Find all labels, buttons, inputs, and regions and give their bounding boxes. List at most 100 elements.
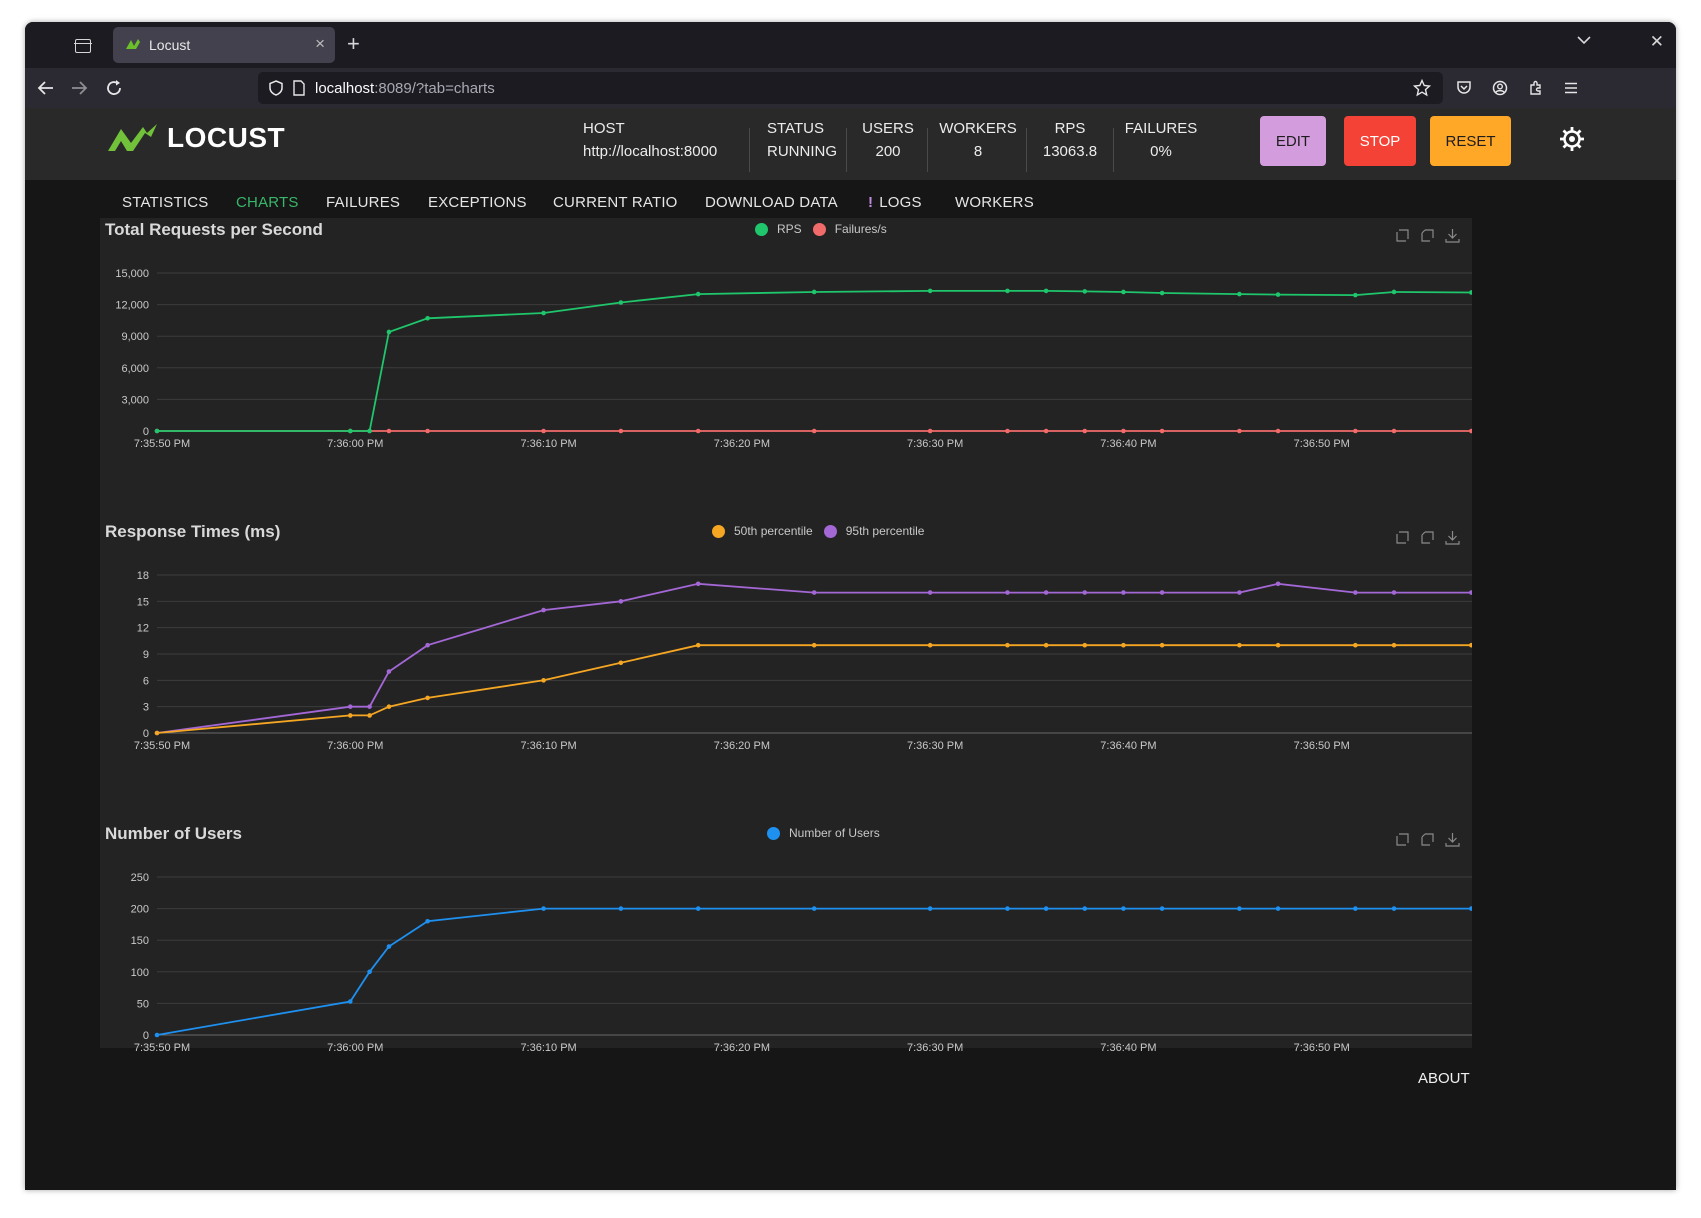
- data-point[interactable]: [811, 289, 817, 295]
- about-link[interactable]: ABOUT: [1418, 1070, 1470, 1087]
- tab-close-icon[interactable]: ×: [315, 34, 325, 53]
- data-point[interactable]: [386, 669, 392, 674]
- data-point[interactable]: [695, 291, 701, 297]
- data-point[interactable]: [541, 678, 546, 683]
- url-text[interactable]: localhost:8089/?tab=charts: [315, 80, 495, 97]
- data-point[interactable]: [695, 428, 701, 434]
- data-point[interactable]: [425, 695, 430, 701]
- data-point[interactable]: [1121, 590, 1126, 595]
- data-point[interactable]: [367, 713, 372, 718]
- data-point[interactable]: [1159, 590, 1165, 595]
- chevron-down-icon[interactable]: [1576, 32, 1592, 48]
- data-point[interactable]: [811, 906, 817, 911]
- data-point[interactable]: [1043, 590, 1049, 595]
- data-point[interactable]: [695, 581, 701, 587]
- legend-item[interactable]: 95th percentile: [823, 524, 924, 538]
- data-point[interactable]: [618, 660, 624, 666]
- tab-workers[interactable]: WORKERS: [955, 194, 1034, 211]
- data-point[interactable]: [386, 428, 392, 434]
- data-point[interactable]: [425, 315, 430, 321]
- data-point[interactable]: [1353, 906, 1358, 911]
- forward-icon[interactable]: [66, 75, 92, 101]
- data-point[interactable]: [1159, 906, 1165, 911]
- data-point[interactable]: [618, 428, 624, 434]
- url-bar[interactable]: localhost:8089/?tab=charts: [258, 72, 1443, 104]
- page-info-icon[interactable]: [292, 80, 306, 96]
- data-point[interactable]: [1082, 906, 1088, 911]
- data-point[interactable]: [1353, 292, 1358, 298]
- window-close-icon[interactable]: ✕: [1649, 32, 1664, 51]
- reload-icon[interactable]: [101, 75, 127, 101]
- data-point[interactable]: [695, 906, 701, 911]
- data-point[interactable]: [347, 704, 353, 709]
- data-point[interactable]: [541, 428, 546, 434]
- zoom-icon[interactable]: [1395, 832, 1410, 847]
- data-point[interactable]: [347, 999, 353, 1004]
- data-point[interactable]: [1237, 906, 1242, 911]
- data-point[interactable]: [927, 906, 933, 911]
- data-point[interactable]: [1005, 590, 1010, 595]
- data-point[interactable]: [1275, 428, 1281, 434]
- locust-logo[interactable]: LOCUST: [107, 122, 285, 154]
- data-point[interactable]: [347, 713, 353, 718]
- zoom-reset-icon[interactable]: [1420, 832, 1435, 847]
- data-point[interactable]: [1005, 428, 1010, 434]
- data-point[interactable]: [1005, 288, 1010, 294]
- shield-icon[interactable]: [268, 80, 284, 96]
- data-point[interactable]: [1391, 428, 1397, 434]
- edit-button[interactable]: EDIT: [1260, 116, 1326, 166]
- data-point[interactable]: [927, 590, 933, 595]
- data-point[interactable]: [1275, 581, 1281, 587]
- back-icon[interactable]: [33, 75, 59, 101]
- data-point[interactable]: [1237, 590, 1242, 595]
- data-point[interactable]: [1082, 428, 1088, 434]
- data-point[interactable]: [1469, 642, 1472, 648]
- menu-icon[interactable]: [1564, 81, 1578, 95]
- zoom-reset-icon[interactable]: [1420, 228, 1435, 243]
- data-point[interactable]: [1121, 906, 1126, 911]
- data-point[interactable]: [154, 1032, 160, 1038]
- data-point[interactable]: [1121, 642, 1126, 648]
- browser-tab[interactable]: Locust ×: [113, 27, 335, 63]
- data-point[interactable]: [541, 906, 546, 911]
- tab-download-data[interactable]: DOWNLOAD DATA: [705, 194, 838, 211]
- data-point[interactable]: [1121, 428, 1126, 434]
- data-point[interactable]: [1469, 590, 1472, 595]
- data-point[interactable]: [1159, 290, 1165, 296]
- data-point[interactable]: [811, 428, 817, 434]
- tab-logs[interactable]: ! LOGS: [868, 194, 922, 211]
- data-point[interactable]: [1082, 642, 1088, 648]
- data-point[interactable]: [1159, 428, 1165, 434]
- data-point[interactable]: [425, 642, 430, 648]
- tab-current-ratio[interactable]: CURRENT RATIO: [553, 194, 678, 211]
- data-point[interactable]: [1237, 642, 1242, 648]
- data-point[interactable]: [1353, 642, 1358, 648]
- data-point[interactable]: [1391, 642, 1397, 648]
- data-point[interactable]: [1043, 642, 1049, 648]
- stop-button[interactable]: STOP: [1344, 116, 1416, 166]
- data-point[interactable]: [1237, 428, 1242, 434]
- data-point[interactable]: [927, 642, 933, 648]
- legend-item[interactable]: RPS: [755, 222, 802, 236]
- bookmark-star-icon[interactable]: [1413, 79, 1431, 97]
- data-point[interactable]: [1082, 289, 1088, 294]
- data-point[interactable]: [1275, 292, 1281, 297]
- data-point[interactable]: [1159, 642, 1165, 648]
- account-icon[interactable]: [1492, 80, 1508, 96]
- tab-exceptions[interactable]: EXCEPTIONS: [428, 194, 527, 211]
- data-point[interactable]: [1275, 906, 1281, 911]
- data-point[interactable]: [1237, 291, 1242, 297]
- data-point[interactable]: [1043, 288, 1049, 294]
- data-point[interactable]: [1005, 906, 1010, 911]
- data-point[interactable]: [1043, 428, 1049, 434]
- data-point[interactable]: [1121, 289, 1126, 295]
- data-point[interactable]: [386, 704, 392, 709]
- data-point[interactable]: [154, 730, 160, 736]
- tab-charts[interactable]: CHARTS: [236, 194, 299, 211]
- legend-item[interactable]: Number of Users: [767, 826, 880, 840]
- data-point[interactable]: [1391, 590, 1397, 595]
- download-icon[interactable]: [1445, 228, 1460, 243]
- data-point[interactable]: [695, 642, 701, 648]
- data-point[interactable]: [367, 969, 372, 975]
- data-point[interactable]: [1469, 428, 1472, 434]
